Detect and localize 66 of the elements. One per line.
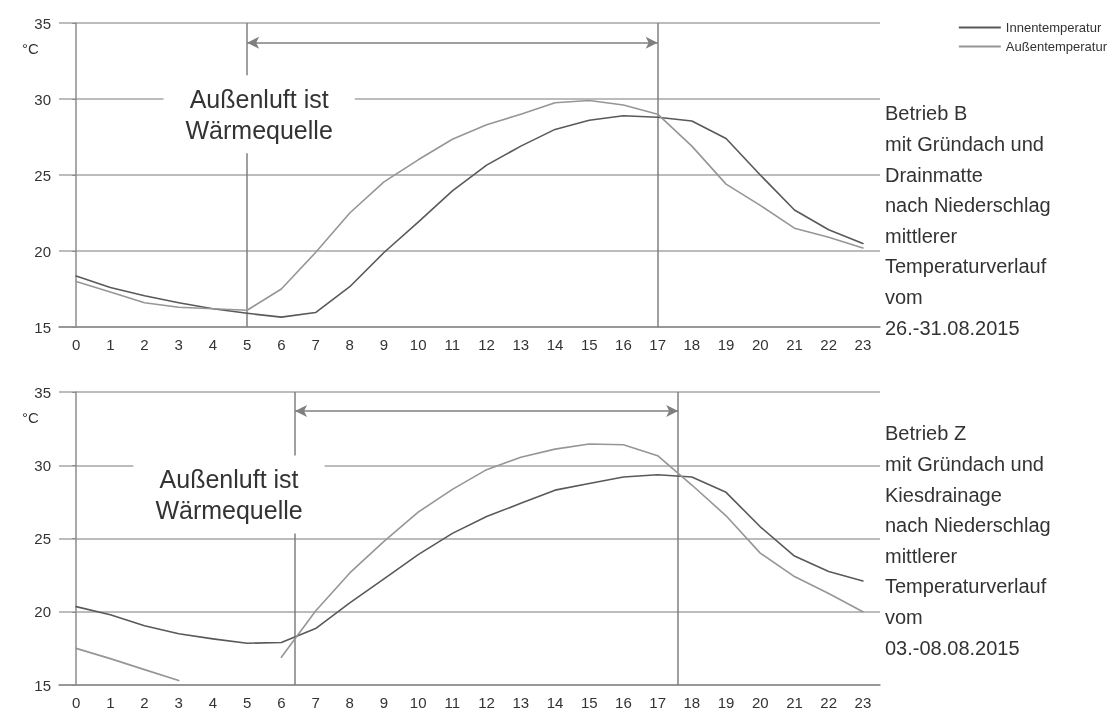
x-tick-label: 19 bbox=[717, 336, 735, 353]
x-tick-label: 0 bbox=[71, 336, 81, 353]
x-tick-label: 7 bbox=[311, 694, 320, 711]
x-tick-label: 11 bbox=[444, 336, 461, 353]
y-tick-label: 20 bbox=[34, 603, 51, 621]
x-tick-label: 14 bbox=[546, 694, 564, 711]
y-tick-label: 25 bbox=[34, 530, 51, 547]
x-tick-label: 17 bbox=[649, 694, 666, 711]
y-tick-label: 35 bbox=[34, 14, 51, 32]
y-tick-label: 25 bbox=[34, 166, 51, 184]
x-tick-label: 20 bbox=[751, 336, 769, 353]
x-tick-label: 1 bbox=[106, 694, 115, 711]
legend-label: Innentemperatur bbox=[1005, 20, 1102, 35]
x-tick-label: 10 bbox=[409, 336, 427, 353]
y-tick-label: 20 bbox=[34, 242, 51, 260]
y-tick-label: 15 bbox=[34, 676, 51, 694]
x-tick-label: 15 bbox=[580, 694, 598, 711]
x-tick-label: 2 bbox=[140, 694, 149, 711]
x-tick-label: 18 bbox=[683, 336, 701, 353]
x-tick-label: 12 bbox=[478, 694, 495, 711]
x-tick-label: 11 bbox=[444, 694, 461, 711]
x-tick-label: 1 bbox=[106, 336, 115, 353]
x-tick-label: 10 bbox=[409, 694, 427, 711]
x-tick-label: 17 bbox=[649, 336, 666, 353]
x-tick-label: 22 bbox=[820, 694, 838, 711]
x-tick-label: 12 bbox=[478, 336, 495, 353]
x-tick-label: 3 bbox=[174, 694, 183, 711]
x-tick-label: 6 bbox=[277, 694, 286, 711]
x-tick-label: 3 bbox=[174, 336, 183, 353]
x-tick-label: 13 bbox=[512, 694, 530, 711]
x-tick-label: 22 bbox=[820, 336, 838, 353]
x-tick-label: 16 bbox=[615, 336, 632, 353]
x-tick-label: 18 bbox=[683, 694, 701, 711]
x-tick-label: 8 bbox=[345, 694, 354, 711]
annotation: Außenluft ist Wärmequelle bbox=[155, 465, 303, 525]
text: Betrieb B mit Gründach und Drainmatte nach Niederschlag mittlerer Temperaturverlauf vom 26.-31.08.2015 bbox=[885, 102, 1051, 339]
x-tick-label: 7 bbox=[311, 336, 320, 353]
text: Betrieb Z mit Gründach und Kiesdrainage nach Niederschlag mittlerer Temperaturverlauf vom 03.-08.08.2015 bbox=[885, 422, 1051, 659]
x-tick-label: 19 bbox=[717, 694, 735, 711]
y-axis-title: °C bbox=[22, 40, 39, 57]
x-tick-label: 5 bbox=[242, 336, 252, 353]
x-tick-label: 5 bbox=[242, 694, 252, 711]
x-tick-label: 4 bbox=[208, 336, 218, 353]
x-tick-label: 9 bbox=[379, 694, 389, 711]
x-tick-label: 23 bbox=[854, 336, 872, 353]
x-tick-label: 20 bbox=[751, 694, 769, 711]
x-tick-label: 23 bbox=[854, 694, 872, 711]
x-tick-label: 9 bbox=[379, 336, 389, 353]
y-tick-label: 15 bbox=[34, 318, 51, 336]
y-tick-label: 30 bbox=[34, 456, 51, 474]
x-tick-label: 0 bbox=[71, 694, 81, 711]
x-tick-label: 13 bbox=[512, 336, 530, 353]
x-tick-label: 21 bbox=[786, 336, 803, 353]
x-tick-label: 4 bbox=[208, 694, 218, 711]
x-tick-label: 15 bbox=[580, 336, 598, 353]
x-tick-label: 6 bbox=[277, 336, 286, 353]
x-tick-label: 8 bbox=[345, 336, 354, 353]
y-tick-label: 30 bbox=[34, 90, 51, 108]
y-tick-label: 35 bbox=[34, 383, 51, 401]
x-tick-label: 21 bbox=[786, 694, 803, 711]
y-axis-title: °C bbox=[22, 409, 39, 426]
x-tick-label: 16 bbox=[615, 694, 632, 711]
x-tick-label: 14 bbox=[546, 336, 564, 353]
x-tick-label: 2 bbox=[140, 336, 149, 353]
annotation: Außenluft ist Wärmequelle bbox=[185, 84, 333, 144]
legend-label: Außentemperatur bbox=[1005, 39, 1108, 54]
